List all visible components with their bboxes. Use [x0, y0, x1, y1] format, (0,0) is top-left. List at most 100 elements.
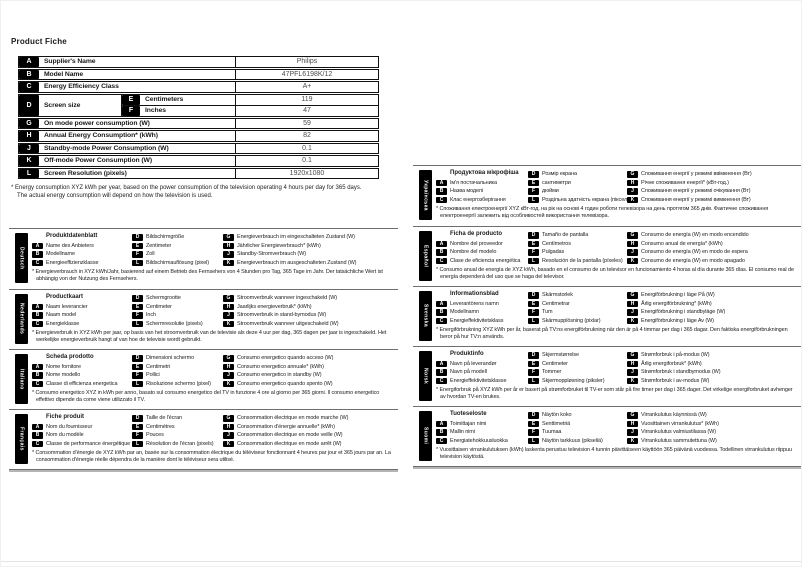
spec-label: Skärmupplösning (pixlar)	[542, 317, 601, 324]
spec-label: дюйми	[542, 188, 559, 195]
spec-item: G Stroomverbruik wanneer ingeschakeld (W…	[223, 294, 396, 303]
spec-item: E Centímetros	[528, 240, 627, 249]
spec-item: H Consumo energetico annuale* (kWh)	[223, 363, 396, 372]
spec-label: Energieklasse	[46, 320, 80, 327]
section-body: Productkaart A Naam leverancier B Naam m…	[32, 294, 396, 349]
screen-size-subrows: E Centimeters 119 F Inches 47	[121, 94, 378, 116]
row-key-badge: C	[19, 82, 39, 92]
spec-item: J Energiförbrukning i standbyläge (W)	[627, 308, 799, 317]
spec-item: E Zentimeter	[132, 242, 223, 251]
spec-label: Skärmstorlek	[542, 292, 573, 299]
key-badge: K	[223, 320, 234, 327]
spec-item: D Taille de l'écran	[132, 414, 223, 423]
language-tab: Italiano	[15, 354, 28, 404]
language-section: Українська Продуктова мікрофіша A Ім'я п…	[413, 166, 801, 226]
row-label: Screen Resolution (pixels)	[44, 169, 127, 177]
spec-label: Standby-Stromverbrauch (W)	[237, 251, 306, 258]
table-subrow: F Inches 47	[122, 105, 378, 116]
spec-label: Energiförbrukning i läge På (W)	[641, 292, 715, 299]
spec-item: K Virrankulutus sammutettuna (W)	[627, 437, 799, 446]
key-badge: G	[627, 232, 638, 239]
spec-label: Centimètres	[146, 423, 175, 430]
language-section: Svenska Informationsblad A Leverantörens…	[413, 286, 801, 346]
spec-item: C Energieeffizienzklasse	[32, 259, 132, 268]
row-key-badge: K	[19, 156, 39, 166]
spec-label: Energieeffizienzklasse	[46, 259, 99, 266]
section-body: Tuoteseloste A Toimittajan nimi B Mallin…	[436, 411, 799, 466]
spec-label: Name des Anbieters	[46, 242, 94, 249]
section-col3-items: G Споживання енергії у режимі ввімкнення…	[627, 170, 799, 204]
key-badge: L	[132, 259, 143, 266]
spec-item: E Senttimetriä	[528, 420, 627, 429]
spec-label: Stroomverbruik wanneer uitgeschakeld (W)	[237, 320, 339, 327]
section-body: Informationsblad A Leverantörens namn B …	[436, 291, 799, 346]
key-badge: L	[132, 320, 143, 327]
key-badge: D	[528, 412, 539, 419]
key-badge: F	[528, 429, 539, 436]
spec-item: F Pouces	[132, 431, 223, 440]
spec-item: F дюйми	[528, 187, 627, 196]
key-badge: L	[132, 380, 143, 387]
language-section: Norsk Produktinfo A Navn på leverandør B…	[413, 346, 801, 406]
row-label: Annual Energy Consumption* (kWh)	[44, 132, 158, 140]
key-badge: F	[528, 188, 539, 195]
spec-item: K Strømforbruk i av-modus (W)	[627, 377, 799, 386]
spec-item: E Centimeter	[132, 303, 223, 312]
spec-item: B Назва моделі	[436, 187, 528, 196]
spec-item: C Classe de performance énergétique	[32, 440, 132, 449]
row-label: Centimeters	[145, 96, 184, 103]
key-badge: K	[627, 257, 638, 264]
key-badge: D	[132, 234, 143, 241]
row-key-badge: H	[19, 131, 39, 141]
spec-item: A Nombre del proveedor	[436, 240, 528, 249]
section-col2-items: D Näytön koko E Senttimetriä F Tuumaa L …	[528, 411, 627, 445]
spec-item: G Споживання енергії у режимі ввімкнення…	[627, 170, 799, 179]
key-badge: C	[436, 437, 447, 444]
section-footnote: * Споживання електроенергії XYZ кВт-год.…	[436, 206, 769, 219]
spec-item: A Leverantörens namn	[436, 300, 528, 309]
spec-label: Nombre del modelo	[450, 249, 497, 256]
spec-item: H Jaarlijks energieverbruik* (kWh)	[223, 303, 396, 312]
fiche-footnote-line2: The actual energy consumption will depen…	[17, 193, 213, 199]
key-badge: F	[132, 432, 143, 439]
language-section: Italiano Scheda prodotto A Nome fornitor…	[9, 349, 398, 409]
spec-label: Consommation électrique en mode marche (…	[237, 415, 349, 422]
spec-item: C Energieffektivitetsklasse	[436, 377, 528, 386]
key-badge: E	[528, 240, 539, 247]
key-badge: G	[627, 292, 638, 299]
spec-item: G Strømforbruk i på-modus (W)	[627, 351, 799, 360]
spec-item: K Energiförbrukning i läge Av (W)	[627, 317, 799, 326]
spec-item: J Standby-Stromverbrauch (W)	[223, 250, 396, 259]
spec-label: Näytön tarkkuus (pikseliä)	[542, 437, 603, 444]
key-badge: K	[223, 440, 234, 447]
section-col1-items: A Toimittajan nimi B Mallin nimi C Energ…	[436, 420, 528, 446]
spec-label: Toimittajan nimi	[450, 420, 487, 427]
section-col3-items: G Energieverbrauch im eingeschalteten Zu…	[223, 233, 396, 267]
section-body: Scheda prodotto A Nome fornitore B Nome …	[32, 354, 396, 409]
key-badge: A	[436, 420, 447, 427]
spec-label: Zentimeter	[146, 242, 172, 249]
spec-label: Nome modello	[46, 372, 81, 379]
key-badge: G	[627, 171, 638, 178]
row-value: 1920x1080	[235, 168, 378, 178]
spec-label: Bildschirmauflösung (pixel)	[146, 259, 210, 266]
spec-label: Tuumaa	[542, 429, 562, 436]
spec-item: F Tum	[528, 308, 627, 317]
key-badge: L	[528, 196, 539, 203]
spec-label: Virrankulutus käynnissä (W)	[641, 412, 707, 419]
spec-item: H Årlig energiforbruk* (kWh)	[627, 360, 799, 369]
key-badge: D	[132, 355, 143, 362]
key-badge: G	[627, 412, 638, 419]
language-section: Español Ficha de producto A Nombre del p…	[413, 226, 801, 286]
fiche-footnote: * Energy consumption XYZ kWh per year, b…	[11, 184, 403, 200]
section-title: Produktinfo	[450, 351, 484, 357]
language-tab: Deutsch	[15, 233, 28, 283]
spec-item: H Vuosittainen virrankulutus* (kWh)	[627, 420, 799, 429]
spec-item: J Consumo de energía (W) en modo de espe…	[627, 248, 799, 257]
row-value: 47PFL6198K/12	[235, 69, 378, 79]
key-badge: H	[223, 363, 234, 370]
spec-item: L Skärmupplösning (pixlar)	[528, 317, 627, 326]
section-footnote: * Consumo energetico XYZ in kWh per anno…	[32, 390, 380, 403]
table-row: L Screen Resolution (pixels) 1920x1080	[18, 167, 379, 179]
key-badge: D	[528, 352, 539, 359]
